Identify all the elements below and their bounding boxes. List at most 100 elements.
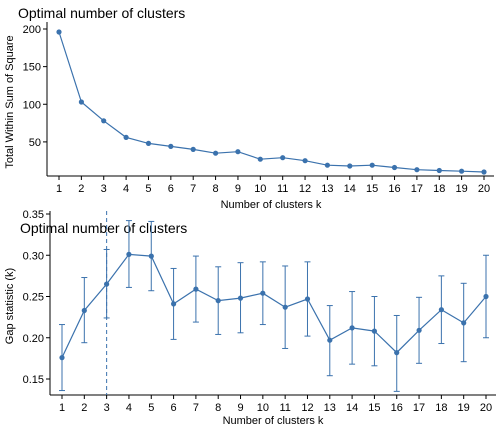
data-point bbox=[483, 294, 488, 299]
elbow-chart-title: Optimal number of clusters bbox=[18, 5, 185, 21]
data-point bbox=[417, 328, 422, 333]
gap-chart-x-tick-label: 11 bbox=[279, 402, 290, 414]
gap-chart-x-tick-label: 3 bbox=[104, 402, 110, 414]
elbow-chart-x-tick-label: 19 bbox=[456, 183, 468, 195]
gap-chart-x-tick-label: 10 bbox=[257, 402, 269, 414]
elbow-chart-x-tick-label: 10 bbox=[254, 183, 266, 195]
data-point bbox=[327, 338, 332, 343]
data-point bbox=[258, 157, 263, 162]
gap-chart-series-line bbox=[62, 254, 486, 357]
elbow-chart: Optimal number of clusters Total Within … bbox=[4, 5, 494, 211]
data-point bbox=[191, 147, 196, 152]
elbow-chart-x-tick-label: 6 bbox=[168, 183, 174, 195]
elbow-chart-marks bbox=[56, 29, 486, 174]
gap-chart-x-tick-label: 5 bbox=[148, 402, 154, 414]
data-point bbox=[347, 163, 352, 168]
gap-chart-x-tick-label: 4 bbox=[126, 402, 132, 414]
data-point bbox=[146, 141, 151, 146]
data-point bbox=[216, 298, 221, 303]
data-point bbox=[437, 168, 442, 173]
gap-chart-y-tick-label: 0.20 bbox=[23, 333, 44, 345]
gap-chart-x-tick-label: 13 bbox=[324, 402, 336, 414]
data-point bbox=[370, 163, 375, 168]
elbow-chart-x-tick-label: 17 bbox=[411, 183, 423, 195]
elbow-chart-x-tick-label: 18 bbox=[433, 183, 445, 195]
gap-chart-y-tick-label: 0.15 bbox=[23, 374, 44, 386]
gap-chart-x-tick-label: 12 bbox=[301, 402, 313, 414]
gap-chart-x-tick-label: 15 bbox=[368, 402, 380, 414]
data-point bbox=[481, 169, 486, 174]
data-point bbox=[283, 305, 288, 310]
data-point bbox=[414, 167, 419, 172]
data-point bbox=[56, 29, 61, 34]
gap-chart-x-tick-label: 1 bbox=[59, 402, 65, 414]
data-point bbox=[439, 307, 444, 312]
gap-chart-x-tick-label: 18 bbox=[435, 402, 447, 414]
gap-chart-y-tick-label: 0.25 bbox=[23, 292, 44, 304]
gap-chart-marks bbox=[59, 211, 489, 395]
gap-chart-x-axis-title: Number of clusters k bbox=[223, 415, 324, 427]
data-point bbox=[305, 296, 310, 301]
elbow-chart-y-tick-label: 150 bbox=[23, 62, 41, 74]
data-point bbox=[350, 325, 355, 330]
gap-chart-ticks: 1 2 3 4 5 6 7 8 9 10 11 12 13 14 15 16 17 18 19 200.150.200… bbox=[23, 209, 493, 414]
data-point bbox=[79, 99, 84, 104]
elbow-chart-x-tick-label: 15 bbox=[366, 183, 378, 195]
data-point bbox=[260, 291, 265, 296]
data-point bbox=[149, 254, 154, 259]
gap-chart-x-tick-label: 2 bbox=[81, 402, 87, 414]
elbow-chart-x-tick-label: 5 bbox=[145, 183, 151, 195]
elbow-chart-y-tick-label: 100 bbox=[23, 99, 41, 111]
gap-chart-y-tick-label: 0.30 bbox=[23, 250, 44, 262]
elbow-chart-x-tick-label: 8 bbox=[213, 183, 219, 195]
elbow-chart-x-tick-label: 16 bbox=[388, 183, 400, 195]
data-point bbox=[168, 144, 173, 149]
data-point bbox=[394, 350, 399, 355]
elbow-chart-series-line bbox=[59, 32, 484, 172]
gap-chart-x-tick-label: 8 bbox=[215, 402, 221, 414]
data-point bbox=[392, 165, 397, 170]
elbow-chart-y-tick-label: 200 bbox=[23, 24, 41, 36]
elbow-chart-x-axis-title: Number of clusters k bbox=[221, 199, 322, 211]
elbow-chart-x-tick-label: 7 bbox=[190, 183, 196, 195]
gap-chart-y-axis-title: Gap statistic (k) bbox=[4, 268, 16, 344]
gap-chart-x-tick-label: 16 bbox=[391, 402, 403, 414]
elbow-chart-y-tick-label: 50 bbox=[29, 137, 41, 149]
elbow-chart-x-tick-label: 11 bbox=[277, 183, 288, 195]
data-point bbox=[325, 163, 330, 168]
data-point bbox=[235, 149, 240, 154]
data-point bbox=[461, 320, 466, 325]
data-point bbox=[126, 252, 131, 257]
elbow-chart-x-tick-label: 12 bbox=[299, 183, 311, 195]
data-point bbox=[101, 118, 106, 123]
data-point bbox=[124, 135, 129, 140]
gap-chart-x-tick-label: 17 bbox=[413, 402, 425, 414]
gap-chart-x-tick-label: 6 bbox=[171, 402, 177, 414]
gap-chart-x-tick-label: 20 bbox=[480, 402, 492, 414]
elbow-chart-x-tick-label: 9 bbox=[235, 183, 241, 195]
data-point bbox=[303, 158, 308, 163]
elbow-chart-x-tick-label: 14 bbox=[344, 183, 356, 195]
data-point bbox=[372, 329, 377, 334]
elbow-chart-x-tick-label: 3 bbox=[101, 183, 107, 195]
data-point bbox=[238, 296, 243, 301]
data-point bbox=[82, 308, 87, 313]
elbow-chart-x-tick-label: 20 bbox=[478, 183, 490, 195]
elbow-chart-x-tick-label: 4 bbox=[123, 183, 129, 195]
elbow-chart-x-tick-label: 1 bbox=[56, 183, 62, 195]
gap-statistic-chart: Optimal number of clusters Gap statistic… bbox=[4, 209, 496, 427]
gap-chart-x-tick-label: 19 bbox=[458, 402, 470, 414]
elbow-chart-x-tick-label: 13 bbox=[321, 183, 333, 195]
gap-chart-x-tick-label: 7 bbox=[193, 402, 199, 414]
elbow-chart-y-axis-title: Total Within Sum of Square bbox=[4, 35, 16, 168]
data-point bbox=[104, 282, 109, 287]
data-point bbox=[280, 155, 285, 160]
gap-chart-x-tick-label: 9 bbox=[237, 402, 243, 414]
gap-chart-y-tick-label: 0.35 bbox=[23, 209, 44, 221]
gap-chart-title: Optimal number of clusters bbox=[20, 220, 187, 236]
gap-chart-x-tick-label: 14 bbox=[346, 402, 358, 414]
data-point bbox=[59, 355, 64, 360]
data-point bbox=[193, 287, 198, 292]
data-point bbox=[459, 169, 464, 174]
